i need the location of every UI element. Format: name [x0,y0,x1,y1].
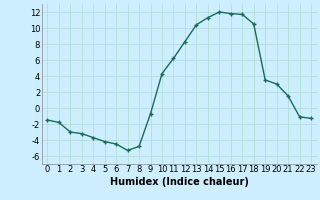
X-axis label: Humidex (Indice chaleur): Humidex (Indice chaleur) [110,177,249,187]
